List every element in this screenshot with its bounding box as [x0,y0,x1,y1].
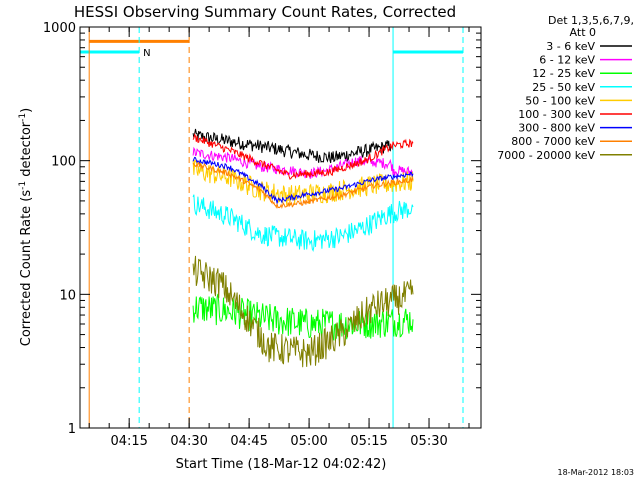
series-line [192,255,414,368]
y-axis-label-part: ) [19,108,34,113]
y-axis-label: Corrected Count Rate (s-1 detector-1) [18,108,34,346]
legend-label: 12 - 25 keV [532,67,595,80]
x-tick-label: 05:15 [350,434,387,449]
y-tick-label: 10 [59,288,76,303]
legend-label: 800 - 7000 keV [511,135,595,148]
legend-label: 6 - 12 keV [539,54,595,67]
y-tick-label: 100 [51,155,76,170]
flag-label: N [143,48,150,59]
x-tick-label: 04:15 [110,434,147,449]
legend-label: 300 - 800 keV [518,122,595,135]
series-line [192,128,392,164]
legend-label: 100 - 300 keV [518,108,595,121]
y-tick-label: 1000 [43,21,76,36]
y-axis-label-superscript: -1 [18,113,28,122]
legend-label: 7000 - 20000 keV [497,149,595,162]
series-line [192,194,414,252]
legend-label: 25 - 50 keV [532,81,595,94]
x-axis: 04:15 04:30 04:45 05:00 05:15 05:30 [88,27,470,449]
legend-header-line: Att 0 [570,26,596,39]
flag-boundary-lines [79,27,464,428]
footer-timestamp: 18-Mar-2012 18:03 [558,468,635,477]
x-tick-label: 04:30 [170,434,207,449]
legend-header-line: Det 1,3,5,6,7,9, [548,14,634,27]
y-axis-label-superscript: -1 [18,181,28,190]
legend-label: 50 - 100 keV [525,94,595,107]
chart-title: HESSI Observing Summary Count Rates, Cor… [74,3,456,21]
x-tick-label: 04:45 [230,434,267,449]
series-line [192,161,414,210]
y-axis-label-part: detector [19,121,34,181]
x-tick-label: 05:00 [290,434,327,449]
legend-label: 3 - 6 keV [546,40,595,53]
y-axis-label-part: Corrected Count Rate (s [19,190,34,347]
series-line [192,293,414,341]
plot-frame [79,26,482,429]
x-axis-label: Start Time (18-Mar-12 04:02:42) [176,457,387,472]
series-lines [192,128,414,368]
series-line [192,133,414,180]
series-line [192,159,414,206]
y-tick-label: 1 [68,422,76,437]
series-line [192,156,414,204]
y-axis: 1 10 100 1000 [43,21,481,437]
observing-flags: N [80,39,464,59]
x-tick-label: 05:30 [410,434,447,449]
